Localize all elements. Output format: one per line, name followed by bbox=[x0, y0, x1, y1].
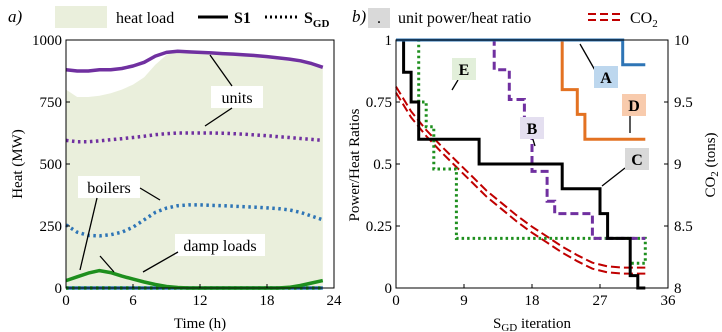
legend-heat-load-swatch bbox=[55, 6, 107, 28]
tag-a-label: A bbox=[600, 70, 612, 87]
x-tick-label: 6 bbox=[129, 293, 137, 309]
legend-ratio-label: unit power/heat ratio bbox=[398, 10, 531, 27]
y-tick-label: 0 bbox=[55, 281, 63, 297]
panel-a-x-ticks: 0 6 12 18 24 bbox=[62, 284, 342, 309]
damp-loads-arrow-2 bbox=[142, 251, 179, 273]
tag-c-arrow bbox=[601, 167, 626, 187]
series-d bbox=[396, 38, 646, 141]
boilers-label-bg bbox=[78, 176, 140, 198]
panel-b-y-ticks: 0 0.25 0.5 0.75 1 bbox=[366, 33, 400, 297]
legend-s1-label: S1 bbox=[234, 10, 251, 27]
tag-b-label: B bbox=[527, 121, 538, 138]
co2-curve-2 bbox=[395, 92, 646, 275]
y2-tick-label: 8.5 bbox=[674, 219, 693, 235]
series-boilers-sgd bbox=[65, 203, 324, 238]
legend-ratio-box-label: . bbox=[377, 10, 381, 27]
panel-b-series-tags: A B C D E bbox=[451, 43, 649, 187]
boilers-arrow-2 bbox=[139, 187, 161, 201]
panel-b-y2-ticks: 8 8.5 9 9.5 10 bbox=[664, 33, 693, 297]
legend-ratio-box bbox=[368, 8, 390, 28]
x-tick-label: 0 bbox=[62, 293, 70, 309]
tag-e-label: E bbox=[459, 62, 470, 79]
y2-tick-label: 9 bbox=[674, 157, 682, 173]
tag-a-arrow bbox=[579, 43, 597, 73]
series-units-sgd bbox=[65, 131, 323, 144]
panel-a-label: a) bbox=[8, 7, 23, 26]
panel-b-label: b) bbox=[352, 7, 367, 26]
tag-b-box bbox=[520, 117, 544, 139]
x-tick-label: 27 bbox=[593, 293, 609, 309]
damp-loads-label-bg bbox=[175, 234, 265, 256]
panel-b: b) . unit power/heat ratio CO2 0 9 18 27 36 … bbox=[347, 7, 721, 332]
damp-loads-label: damp loads bbox=[183, 238, 256, 255]
x-tick-label: 12 bbox=[193, 293, 208, 309]
y-tick-label: 0.25 bbox=[366, 219, 392, 235]
x-tick-label: 9 bbox=[460, 293, 468, 309]
y2-tick-label: 8 bbox=[674, 281, 682, 297]
y-tick-label: 1 bbox=[385, 33, 393, 49]
y-tick-label: 0.75 bbox=[366, 95, 392, 111]
tag-a-box bbox=[594, 66, 618, 88]
tag-e-arrow bbox=[451, 79, 459, 91]
units-arrow-2 bbox=[204, 107, 233, 127]
units-label-bg bbox=[211, 86, 263, 108]
panel-a-y-axis-label: Heat (MW) bbox=[10, 129, 26, 199]
legend-co2-label: CO2 bbox=[630, 10, 658, 30]
x-tick-label: 18 bbox=[525, 293, 540, 309]
y-tick-label: 250 bbox=[40, 219, 63, 235]
tag-c-box bbox=[625, 148, 649, 170]
series-a bbox=[396, 38, 646, 67]
series-b bbox=[396, 38, 646, 240]
y-tick-label: 750 bbox=[40, 95, 63, 111]
panel-a: a) heat load S1 SGD 0 6 12 18 24 0 250 500 750 1… bbox=[8, 6, 342, 332]
co2-curve-1 bbox=[395, 86, 646, 269]
panel-b-y2-axis-label: CO2 (tons) bbox=[703, 132, 721, 197]
units-arrow-1 bbox=[209, 54, 233, 87]
panel-b-x-axis-label: SGD iteration bbox=[493, 316, 571, 332]
y-tick-label: 0.5 bbox=[373, 157, 392, 173]
x-tick-label: 0 bbox=[392, 293, 400, 309]
panel-a-y-ticks: 0 250 500 750 1000 bbox=[32, 33, 70, 297]
tag-d-box bbox=[622, 94, 646, 116]
y-tick-label: 1000 bbox=[32, 33, 62, 49]
panel-b-x-ticks: 0 9 18 27 36 bbox=[392, 284, 676, 309]
tag-d-label: D bbox=[628, 98, 640, 115]
x-tick-label: 24 bbox=[327, 293, 343, 309]
legend-heat-load-label: heat load bbox=[116, 10, 174, 27]
y-tick-label: 0 bbox=[385, 281, 393, 297]
y2-tick-label: 10 bbox=[674, 33, 689, 49]
boilers-arrow-1 bbox=[79, 197, 98, 271]
series-units-s1 bbox=[65, 49, 324, 73]
tag-c-label: C bbox=[631, 152, 643, 169]
x-tick-label: 36 bbox=[661, 293, 677, 309]
panel-a-x-axis-label: Time (h) bbox=[174, 316, 226, 332]
tag-e-box bbox=[452, 58, 476, 80]
boilers-label: boilers bbox=[87, 180, 131, 197]
y2-tick-label: 9.5 bbox=[674, 95, 693, 111]
y-tick-label: 500 bbox=[40, 157, 63, 173]
series-c bbox=[396, 38, 646, 290]
damp-loads-arrow-1 bbox=[99, 255, 115, 273]
x-tick-label: 18 bbox=[260, 293, 275, 309]
legend-sgd-label: SGD bbox=[304, 10, 329, 30]
panel-b-y-axis-label: Power/Heat Ratios bbox=[347, 108, 363, 221]
units-label: units bbox=[221, 90, 252, 107]
